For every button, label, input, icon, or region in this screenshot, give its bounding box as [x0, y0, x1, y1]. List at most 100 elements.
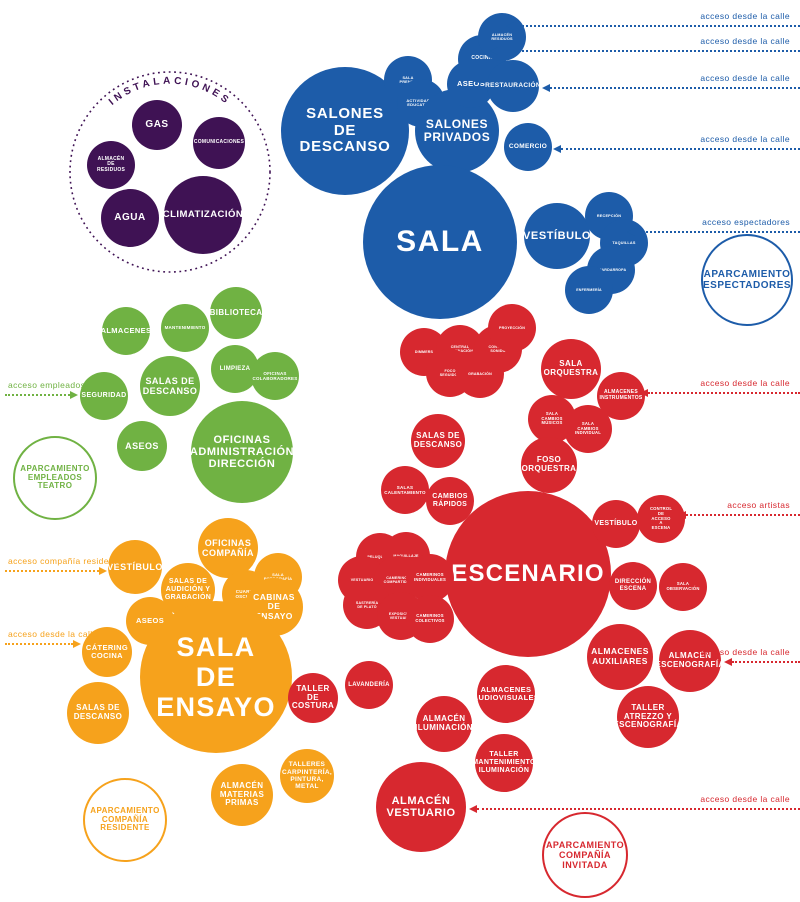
bubble-label: MAQUILLAJE [393, 554, 419, 558]
bubble-oficinas-salas-de-descanso: SALAS DE DESCANSO [140, 356, 200, 416]
access-arrow-head-empleados [70, 391, 78, 399]
bubble-escenario-salas-de-descanso: SALAS DE DESCANSO [411, 414, 465, 468]
bubble-label: CÁTERING COCINA [85, 642, 129, 660]
bubble-label: GAS [145, 119, 169, 131]
access-arrow-line-empleados [5, 394, 70, 396]
bubble-sala-de-ensayo-catering-cocina: CÁTERING COCINA [82, 627, 132, 677]
bubble-label: RECEPCIÓN [596, 213, 622, 218]
bubble-label: PELUQUERÍA [367, 555, 393, 559]
bubble-label: VESTÍBULO [523, 229, 591, 242]
bubble-escenario-lavanderia: LAVANDERÍA [345, 661, 393, 709]
bubble-label: FOSO ORQUESTRA [521, 455, 577, 473]
bubble-label: CAMERINOS COMPARTIDOS [383, 575, 413, 584]
access-arrow-line-calle-2 [498, 50, 800, 52]
bubble-sala-de-ensayo-sala-de-ensayo: SALA DE ENSAYO [140, 601, 292, 753]
bubble-oficinas-oficinas-administracion-direccion: OFICINAS ADMINISTRACIÓN DIRECCIÓN [190, 401, 294, 503]
bubble-label: CAMBIOS RÁPIDOS [432, 493, 468, 508]
bubble-label: VESTÍBULO [107, 561, 163, 572]
bubble-sala-enfermeria: ENFERMERÍA [565, 266, 613, 314]
bubble-label: GUARDARROPA [595, 268, 627, 272]
access-arrow-line-artistas [686, 514, 800, 516]
access-arrow-line-calle-8 [5, 643, 73, 645]
access-arrow-head-calle-5 [640, 389, 648, 397]
bubble-sala-de-ensayo-vestibulo: VESTÍBULO [107, 540, 163, 594]
bubble-label: ALMACÉN MATERIAS PRIMAS [219, 780, 265, 808]
bubble-label: CAMERINOS COLECTIVOS [415, 613, 445, 623]
bubble-label: ALMACÉN ESCENOGRAFÍA [655, 651, 725, 669]
bubble-label: LAVANDERÍA [348, 681, 390, 688]
bubble-label: DIRECCIÓN ESCENA [614, 579, 652, 592]
access-arrow-label-calle-1: acceso desde la calle [700, 11, 790, 21]
bubble-oficinas-biblioteca: BIBLIOTECA [210, 287, 262, 339]
bubble-label: TALLER ATREZZO Y ESCENOGRAFÍA [613, 702, 683, 730]
bubble-label: TALLER MANTENIMIENTO ILUMINACIÓN [472, 751, 536, 774]
bubble-label: ASEOS [135, 615, 165, 625]
bubble-label: SALONES DE DESCANSO [299, 104, 391, 156]
bubble-label: ENFERMERÍA [576, 288, 602, 292]
bubble-sala-de-ensayo-aparcamiento-compania-residente: APARCAMIENTO COMPAÑÍA RESIDENTE [83, 778, 167, 862]
access-arrow-head-calle-3 [542, 84, 550, 92]
bubble-instalaciones-comunicaciones: COMUNICACIONES [193, 117, 245, 169]
bubble-label: ALMACÉN DE RESIDUOS [96, 155, 126, 173]
access-arrow-head-calle-1 [506, 22, 514, 30]
bubble-oficinas-seguridad: SEGURIDAD [80, 372, 128, 420]
bubble-label: ALMACENES [100, 325, 152, 335]
bubble-label: AGUA [114, 212, 146, 224]
bubble-label: SALA ORQUESTRA [543, 359, 599, 377]
bubble-oficinas-mantenimiento: MANTENIMIENTO [161, 304, 209, 352]
bubble-label: ALMACENES AUXILIARES [591, 646, 649, 666]
bubble-label: VESTUARIO [350, 578, 374, 582]
bubble-oficinas-aseos: ASEOS [117, 421, 167, 471]
bubble-escenario-camerinos-individuales: CAMERINOS INDIVIDUALES [406, 554, 454, 602]
bubble-label: TAQUILLAS [612, 240, 636, 245]
bubble-escenario-direccion-escena: DIRECCIÓN ESCENA [609, 562, 657, 610]
bubble-label: ALMACENES INSTRUMENTOS [599, 389, 643, 401]
bubble-label: SALAS CALENTAMIENTO [384, 484, 426, 495]
access-arrow-label-calle-6: acceso desde la calle [700, 647, 790, 657]
bubble-sala-vestibulo: VESTÍBULO [523, 203, 591, 269]
bubble-escenario-almacen-vestuario: ALMACÉN VESTUARIO [376, 762, 466, 852]
bubble-label: BIBLIOTECA [209, 307, 263, 317]
access-arrow-head-compania-residente [99, 567, 107, 575]
bubble-label: SALA OBSERVACIÓN [666, 581, 700, 591]
bubble-label: LIMPIEZA [219, 365, 251, 372]
access-arrow-label-calle-7: acceso desde la calle [700, 794, 790, 804]
bubble-escenario-sala-observacion: SALA OBSERVACIÓN [659, 563, 707, 611]
access-arrow-line-calle-1 [514, 25, 800, 27]
bubble-label: CONTROL DE ACCESO A ESCENA [649, 506, 673, 531]
bubble-label: ALMACÉN ILUMINACIÓN [415, 714, 473, 732]
bubble-sala-restauracion: RESTAURACIÓN [485, 60, 541, 112]
bubble-escenario-escenario: ESCENARIO [445, 491, 611, 657]
bubble-escenario-almacenes-audiovisuales: ALMACENES AUDIOVISUALES [473, 665, 539, 723]
access-arrow-head-calle-8 [73, 640, 81, 648]
access-arrow-head-calle-4 [553, 145, 561, 153]
bubble-instalaciones-climatizacion: CLIMATIZACIÓN [162, 176, 244, 254]
bubble-sala-comercio: COMERCIO [504, 123, 552, 171]
bubble-oficinas-oficinas-colaboradores: OFICINAS COLABORADORES [251, 352, 299, 400]
bubble-label: CLIMATIZACIÓN [162, 208, 244, 220]
bubble-label: ESCENARIO [451, 559, 605, 587]
access-arrow-line-calle-3 [550, 87, 800, 89]
access-arrow-label-espectadores: acceso espectadores [702, 217, 790, 227]
access-arrow-label-calle-3: acceso desde la calle [700, 73, 790, 83]
access-arrow-label-empleados: acceso empleados [8, 380, 86, 390]
bubble-label: APARCAMIENTO COMPAÑÍA RESIDENTE [90, 805, 160, 833]
access-arrow-label-artistas: acceso artistas [727, 500, 790, 510]
bubble-label: SALAS DE AUDICIÓN Y GRABACIÓN [164, 578, 212, 601]
bubble-label: SALAS DE DESCANSO [413, 431, 463, 449]
bubble-label: SALA [396, 225, 484, 259]
bubble-label: GRABACIÓN [468, 372, 492, 376]
bubble-escenario-vestibulo: VESTÍBULO [592, 500, 640, 548]
bubble-sala-aparcamiento-espectadores: APARCAMIENTO ESPECTADORES [701, 234, 793, 326]
bubble-label: ASEOS [125, 440, 159, 451]
access-arrow-line-compania-residente [5, 570, 99, 572]
bubble-label: VESTÍBULO [594, 520, 638, 528]
bubble-label: COMUNICACIONES [193, 139, 245, 146]
bubble-label: MANTENIMIENTO [164, 325, 206, 331]
bubble-label: ACTIVIDADES EDUCATIVAS [406, 97, 436, 107]
access-arrow-line-calle-6 [732, 661, 800, 663]
access-arrow-label-compania-residente: acceso compañía residente [8, 556, 122, 566]
bubble-sala-sala: SALA [363, 165, 517, 319]
access-arrow-label-calle-8: acceso desde la calle [8, 629, 98, 639]
bubble-label: SALA CAMBIOS INDIVIDUAL [574, 420, 602, 436]
